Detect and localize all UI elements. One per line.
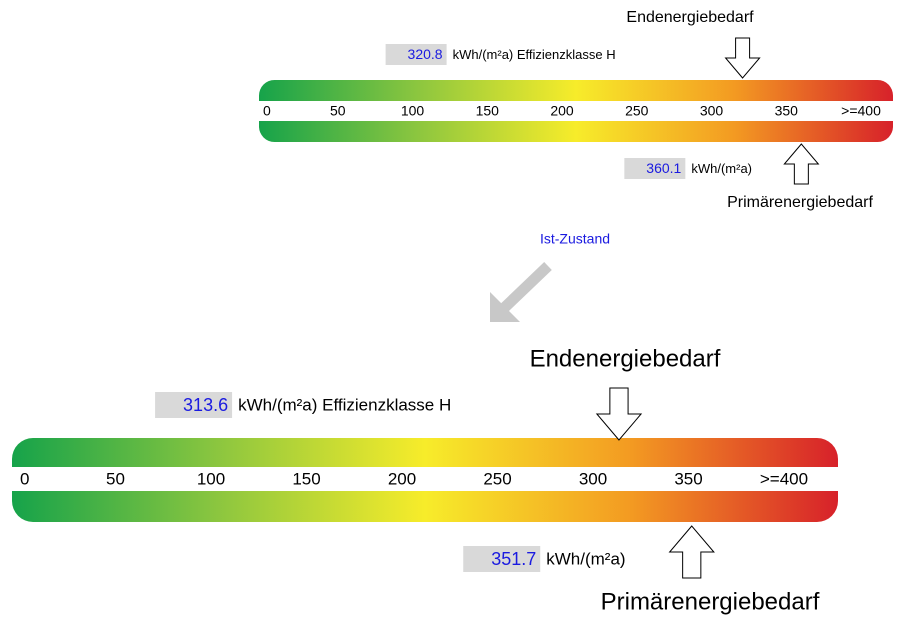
end-energy-arrow <box>724 37 761 79</box>
tick-label: >=400 <box>841 103 881 119</box>
tick-label: 100 <box>197 469 225 488</box>
primary-energy-label: Primärenergiebedarf <box>601 588 820 615</box>
end-energy-label: Endenergiebedarf <box>626 9 754 26</box>
end-energy-value: 313.6 <box>183 395 228 415</box>
energy-scale: 0 50 100 150 200 250 300 350 >=400 Endenergiebeda… <box>12 345 838 615</box>
end-energy-unit: kWh/(m²a) Effizienzklasse H <box>453 47 616 62</box>
primary-energy-unit: kWh/(m²a) <box>546 549 625 568</box>
end-energy-value: 320.8 <box>408 46 443 62</box>
tick-label: 0 <box>20 469 29 488</box>
transition-label: Ist-Zustand <box>540 231 610 247</box>
tick-band <box>12 467 838 491</box>
tick-label: 100 <box>401 103 425 119</box>
tick-label: 300 <box>700 103 724 119</box>
primary-energy-unit: kWh/(m²a) <box>691 161 752 176</box>
value-box <box>155 392 233 418</box>
end-energy-label: Endenergiebedarf <box>530 345 721 372</box>
energy-scale: 0 50 100 150 200 250 300 350 >=400 Endenergiebeda… <box>259 9 893 211</box>
value-box <box>385 44 447 65</box>
tick-label: 50 <box>330 103 346 119</box>
tick-label: 300 <box>579 469 607 488</box>
transition-arrow <box>490 262 552 322</box>
primary-energy-arrow <box>783 143 820 185</box>
tick-label: 350 <box>674 469 702 488</box>
value-box <box>463 546 541 572</box>
tick-label: 150 <box>292 469 320 488</box>
tick-label: 250 <box>483 469 511 488</box>
tick-label: 250 <box>625 103 649 119</box>
primary-energy-arrow <box>668 525 715 579</box>
tick-label: 50 <box>106 469 125 488</box>
tick-label: 200 <box>550 103 574 119</box>
tick-label: 350 <box>775 103 799 119</box>
tick-label: 150 <box>476 103 500 119</box>
tick-band <box>259 101 893 121</box>
primary-energy-value: 360.1 <box>646 160 681 176</box>
value-box <box>624 158 686 179</box>
primary-energy-value: 351.7 <box>491 549 536 569</box>
tick-label: 0 <box>263 103 271 119</box>
end-energy-unit: kWh/(m²a) Effizienzklasse H <box>238 395 451 414</box>
tick-label: 200 <box>388 469 416 488</box>
primary-energy-label: Primärenergiebedarf <box>727 194 873 211</box>
end-energy-arrow <box>595 387 643 441</box>
tick-label: >=400 <box>760 469 808 488</box>
